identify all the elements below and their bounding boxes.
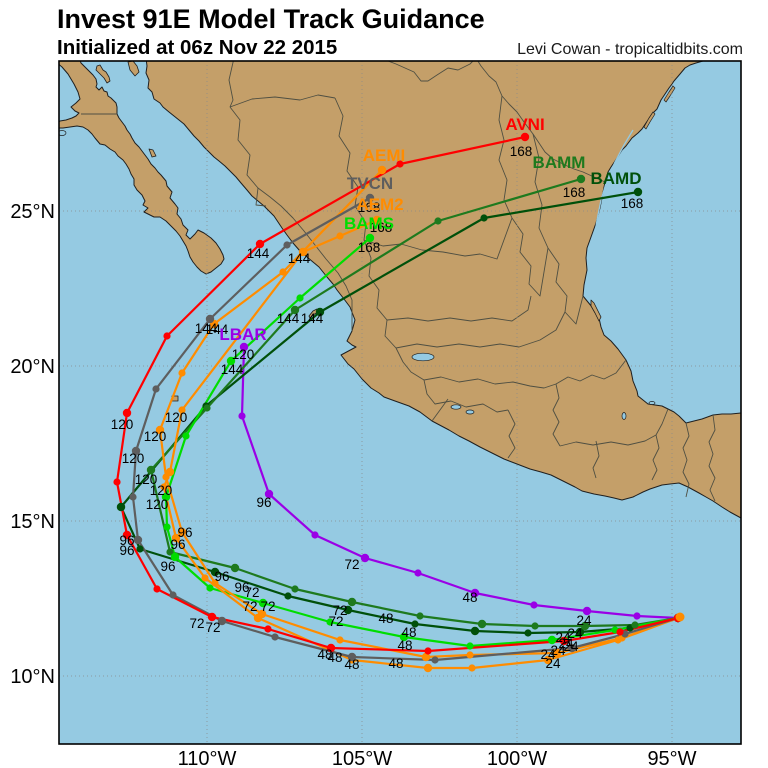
svg-text:24: 24 [576,613,592,628]
svg-text:24: 24 [545,656,561,671]
svg-text:48: 48 [397,638,412,653]
svg-text:168: 168 [563,185,586,200]
svg-text:105°W: 105°W [332,748,392,768]
svg-text:25°N: 25°N [10,201,55,223]
svg-text:48: 48 [401,625,416,640]
svg-text:168: 168 [621,196,644,211]
svg-text:96: 96 [119,533,134,548]
svg-text:TVCN: TVCN [347,174,393,193]
svg-text:96: 96 [170,537,185,552]
svg-text:AVNI: AVNI [505,115,544,134]
svg-text:AEMI: AEMI [363,146,406,165]
svg-text:120: 120 [144,429,167,444]
svg-text:48: 48 [327,650,342,665]
svg-text:95°W: 95°W [647,748,696,768]
svg-text:168: 168 [358,200,381,215]
svg-text:120: 120 [111,417,134,432]
svg-text:96: 96 [214,569,229,584]
svg-text:120: 120 [150,483,173,498]
svg-text:72: 72 [244,585,259,600]
svg-text:48: 48 [378,611,393,626]
svg-text:96: 96 [160,559,175,574]
svg-text:120: 120 [135,472,158,487]
svg-text:24: 24 [563,639,579,654]
svg-text:24: 24 [558,636,574,651]
svg-text:144: 144 [221,362,244,377]
svg-text:Invest 91E Model Track Guidanc: Invest 91E Model Track Guidance [57,4,485,34]
svg-text:24: 24 [540,647,556,662]
svg-text:144: 144 [288,251,311,266]
svg-text:LBAR: LBAR [219,325,266,344]
svg-text:72: 72 [344,557,359,572]
svg-text:72: 72 [242,599,257,614]
svg-text:AEM2: AEM2 [356,195,403,214]
svg-text:72: 72 [189,616,204,631]
svg-text:24: 24 [567,626,583,641]
svg-text:100°W: 100°W [487,748,547,768]
svg-text:BAMD: BAMD [591,169,642,188]
svg-text:144: 144 [195,321,218,336]
svg-text:BAMS: BAMS [344,214,394,233]
svg-text:96: 96 [119,543,134,558]
svg-text:168: 168 [370,220,393,235]
svg-text:168: 168 [510,144,533,159]
svg-text:48: 48 [462,590,477,605]
svg-text:120: 120 [122,451,145,466]
svg-text:BAMM: BAMM [533,153,586,172]
svg-text:120: 120 [165,410,188,425]
svg-text:110°W: 110°W [178,748,237,768]
svg-text:24: 24 [550,643,566,658]
svg-text:48: 48 [344,657,359,672]
svg-text:20°N: 20°N [10,356,55,378]
svg-text:72: 72 [260,599,275,614]
svg-text:72: 72 [205,620,220,635]
svg-text:48: 48 [388,656,403,671]
svg-text:10°N: 10°N [10,666,55,688]
svg-text:168: 168 [358,240,381,255]
svg-text:Levi Cowan - tropicaltidbits.c: Levi Cowan - tropicaltidbits.com [517,41,743,58]
svg-text:48: 48 [317,647,332,662]
svg-text:24: 24 [555,630,571,645]
svg-text:120: 120 [232,347,255,362]
svg-text:Initialized at 06z Nov 22 2015: Initialized at 06z Nov 22 2015 [57,36,337,59]
svg-text:144: 144 [247,246,270,261]
svg-text:96: 96 [177,525,192,540]
svg-text:96: 96 [256,495,271,510]
svg-text:72: 72 [332,603,347,618]
svg-text:144: 144 [206,322,229,337]
svg-text:144: 144 [301,311,324,326]
svg-text:144: 144 [277,311,300,326]
svg-text:72: 72 [328,614,343,629]
svg-text:96: 96 [234,580,249,595]
svg-text:120: 120 [146,497,169,512]
svg-text:15°N: 15°N [10,511,55,533]
